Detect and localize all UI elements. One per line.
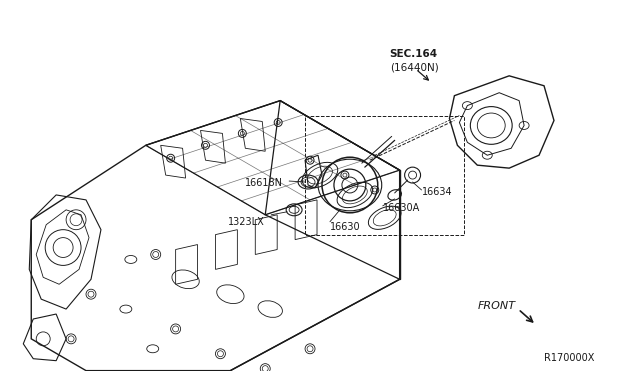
Text: 1323LX: 1323LX [227, 217, 264, 227]
Text: 16630A: 16630A [383, 203, 420, 213]
Text: 16630: 16630 [330, 222, 360, 232]
Text: (16440N): (16440N) [390, 63, 438, 73]
Text: 16618N: 16618N [245, 178, 283, 188]
Text: R170000X: R170000X [545, 353, 595, 363]
Text: FRONT: FRONT [477, 301, 515, 311]
Text: SEC.164: SEC.164 [390, 49, 438, 59]
Text: 16634: 16634 [422, 187, 452, 197]
